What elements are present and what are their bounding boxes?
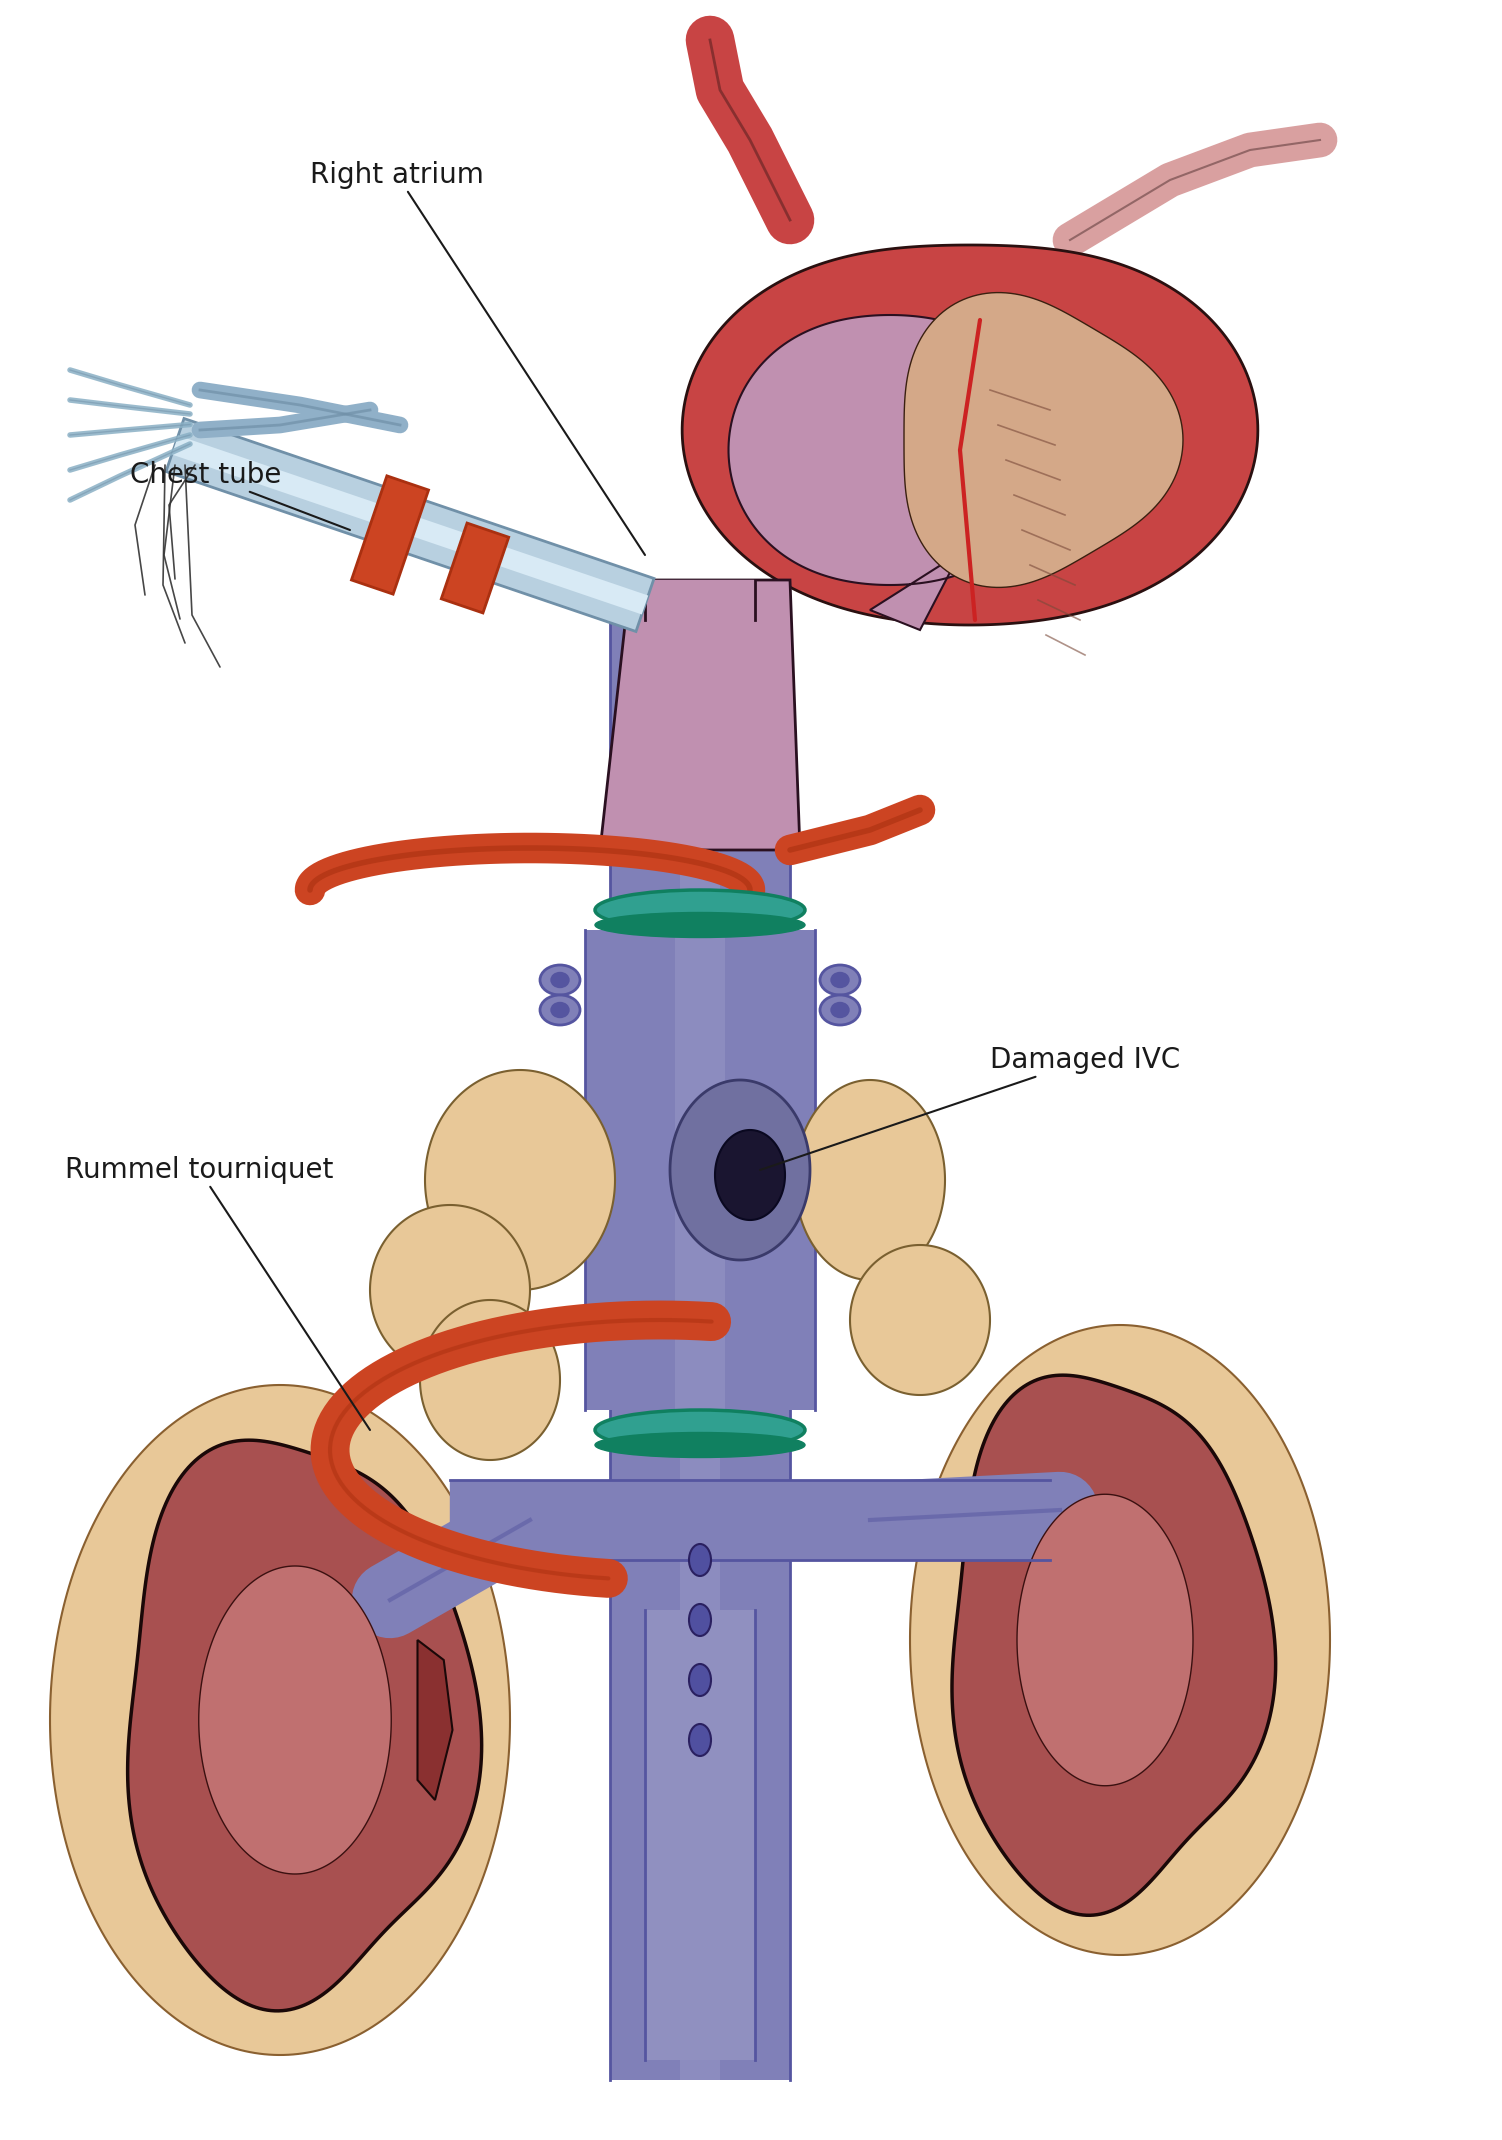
Polygon shape [682, 244, 1257, 625]
Polygon shape [442, 522, 509, 612]
Polygon shape [584, 931, 816, 1410]
Ellipse shape [820, 965, 861, 995]
Ellipse shape [689, 1543, 710, 1575]
Polygon shape [198, 1566, 391, 1875]
Polygon shape [610, 621, 790, 2080]
Polygon shape [680, 621, 719, 2080]
Polygon shape [715, 1130, 786, 1220]
Ellipse shape [689, 1725, 710, 1757]
Polygon shape [599, 580, 801, 850]
Ellipse shape [595, 912, 805, 937]
Polygon shape [952, 1376, 1275, 1915]
Polygon shape [167, 419, 653, 631]
Polygon shape [904, 293, 1184, 586]
Polygon shape [425, 1070, 614, 1290]
Polygon shape [910, 1325, 1329, 1956]
Text: Damaged IVC: Damaged IVC [760, 1046, 1181, 1171]
Ellipse shape [541, 995, 580, 1025]
Ellipse shape [541, 965, 580, 995]
Polygon shape [421, 1299, 560, 1459]
Polygon shape [171, 437, 649, 614]
Ellipse shape [551, 972, 569, 987]
Polygon shape [128, 1440, 482, 2012]
Ellipse shape [831, 1002, 849, 1016]
Polygon shape [674, 931, 725, 1410]
Ellipse shape [689, 1665, 710, 1697]
Polygon shape [418, 1639, 452, 1800]
Ellipse shape [595, 1410, 805, 1451]
Polygon shape [50, 1385, 511, 2054]
Ellipse shape [551, 1002, 569, 1016]
Polygon shape [670, 1081, 810, 1260]
Text: Chest tube: Chest tube [131, 460, 350, 531]
Text: Rummel tourniquet: Rummel tourniquet [65, 1156, 369, 1430]
Polygon shape [644, 1609, 756, 2061]
Polygon shape [351, 475, 428, 595]
Polygon shape [1017, 1494, 1193, 1785]
Ellipse shape [831, 972, 849, 987]
Polygon shape [850, 1245, 990, 1395]
Polygon shape [728, 315, 1041, 629]
Text: Right atrium: Right atrium [309, 160, 644, 554]
Ellipse shape [689, 1605, 710, 1635]
Ellipse shape [595, 1432, 805, 1457]
Polygon shape [451, 1481, 1050, 1560]
Polygon shape [369, 1205, 530, 1376]
Polygon shape [795, 1081, 945, 1280]
Ellipse shape [820, 995, 861, 1025]
Ellipse shape [595, 890, 805, 931]
